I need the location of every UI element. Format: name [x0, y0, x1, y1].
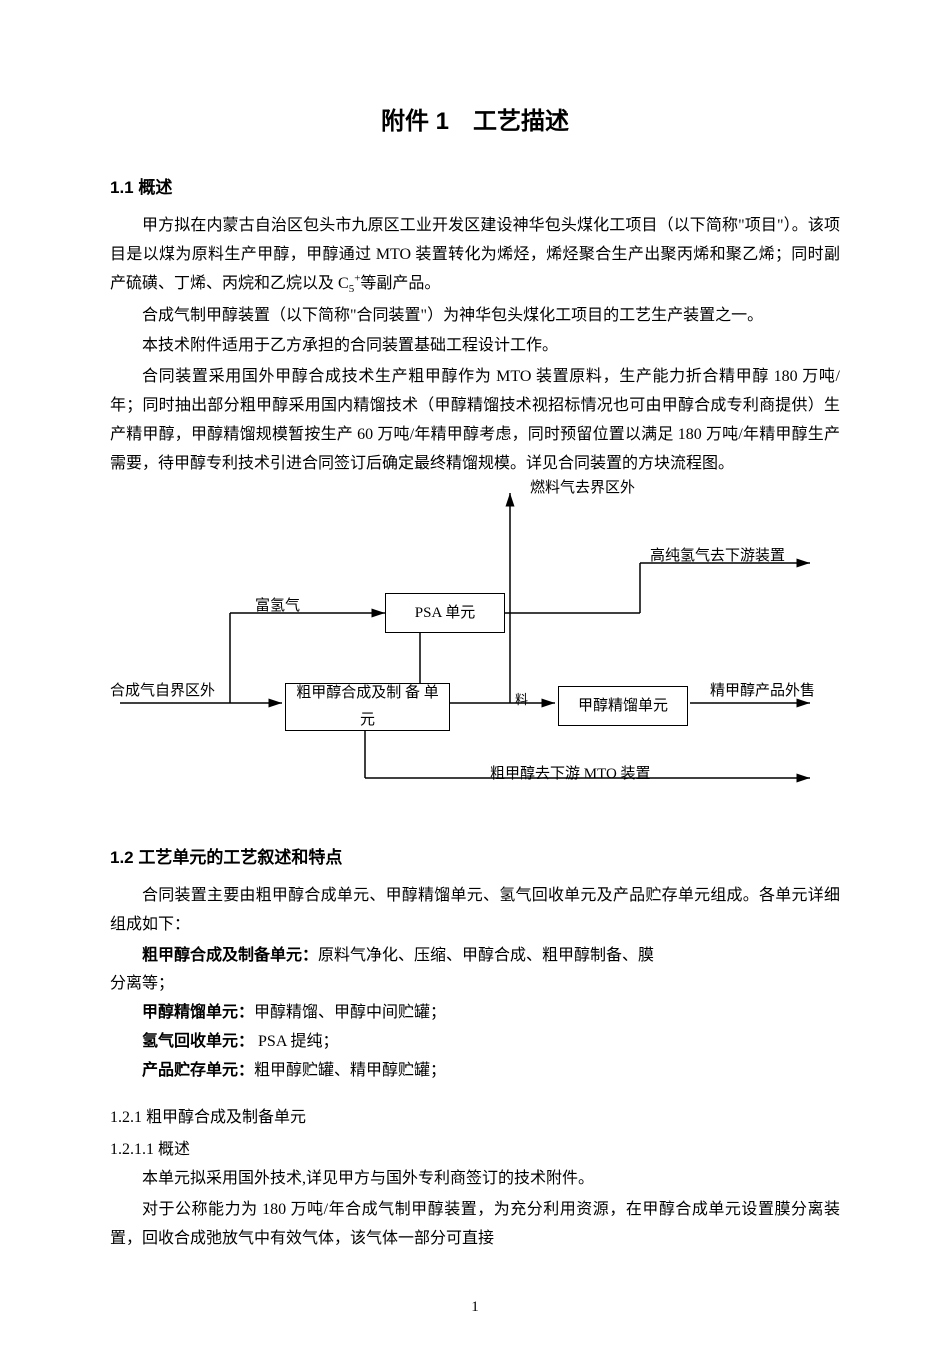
label-syngas-in: 合成气自界区外: [110, 678, 215, 705]
unit-item-2-bold: 甲醇精馏单元：: [142, 1004, 254, 1021]
unit-item-2: 甲醇精馏单元：甲醇精馏、甲醇中间贮罐；: [110, 999, 840, 1028]
label-fuel-gas: 燃料气去界区外: [530, 475, 635, 502]
subsection-1-2-1-1: 1.2.1.1 概述: [110, 1136, 840, 1165]
unit-item-4-text: 粗甲醇贮罐、精甲醇贮罐；: [254, 1062, 446, 1079]
box-psa-unit: PSA 单元: [385, 593, 505, 633]
unit-item-3-bold: 氢气回收单元：: [142, 1033, 254, 1050]
unit-item-1-bold: 粗甲醇合成及制备单元：: [142, 947, 318, 964]
unit-item-4: 产品贮存单元：粗甲醇贮罐、精甲醇贮罐；: [110, 1057, 840, 1086]
section-1-1-para-1: 甲方拟在内蒙古自治区包头市九原区工业开发区建设神华包头煤化工项目（以下简称"项目…: [110, 212, 840, 300]
page-number: 1: [110, 1294, 840, 1321]
unit-item-4-bold: 产品贮存单元：: [142, 1062, 254, 1079]
section-1-2-para-1: 合同装置主要由粗甲醇合成单元、甲醇精馏单元、氢气回收单元及产品贮存单元组成。各单…: [110, 882, 840, 940]
unit-item-1-cont: 分离等；: [110, 970, 840, 999]
section-1-1-heading: 1.1 概述: [110, 173, 840, 204]
section-1-1-para-2: 合成气制甲醇装置（以下简称"合同装置"）为神华包头煤化工项目的工艺生产装置之一。: [110, 302, 840, 331]
label-arrow-material: 料: [515, 688, 528, 711]
section-1-1-para-3: 本技术附件适用于乙方承担的合同装置基础工程设计工作。: [110, 332, 840, 361]
label-crude-to-mto: 粗甲醇去下游 MTO 装置: [490, 761, 651, 788]
label-rich-h2: 富氢气: [255, 593, 300, 620]
unit-item-3-text: PSA 提纯；: [254, 1033, 338, 1050]
unit-item-2-text: 甲醇精馏、甲醇中间贮罐；: [254, 1004, 446, 1021]
label-high-purity-h2: 高纯氢气去下游装置: [650, 543, 785, 570]
label-refined-out: 精甲醇产品外售: [710, 678, 815, 705]
box-distillation-unit: 甲醇精馏单元: [558, 686, 688, 726]
unit-item-3: 氢气回收单元： PSA 提纯；: [110, 1028, 840, 1057]
section-1-1-para-4: 合同装置采用国外甲醇合成技术生产粗甲醇作为 MTO 装置原料，生产能力折合精甲醇…: [110, 363, 840, 478]
section-1-2-para-3: 对于公称能力为 180 万吨/年合成气制甲醇装置，为充分利用资源，在甲醇合成单元…: [110, 1196, 840, 1254]
unit-item-1-text: 原料气净化、压缩、甲醇合成、粗甲醇制备、膜: [318, 947, 654, 964]
para-text: 甲方拟在内蒙古自治区包头市九原区工业开发区建设神华包头煤化工项目（以下简称"项目…: [110, 217, 840, 292]
section-1-2-heading: 1.2 工艺单元的工艺叙述和特点: [110, 843, 840, 874]
box-crude-synthesis-unit: 粗甲醇合成及制 备 单 元: [285, 683, 450, 731]
unit-item-1: 粗甲醇合成及制备单元：原料气净化、压缩、甲醇合成、粗甲醇制备、膜: [110, 942, 840, 971]
section-1-2-para-2: 本单元拟采用国外技术,详见甲方与国外专利商签订的技术附件。: [110, 1165, 840, 1194]
document-title: 附件 1 工艺描述: [110, 100, 840, 143]
process-flow-diagram: 燃料气去界区外 高纯氢气去下游装置 富氢气 合成气自界区外 精甲醇产品外售 粗甲…: [110, 493, 840, 833]
subsection-1-2-1: 1.2.1 粗甲醇合成及制备单元: [110, 1104, 840, 1133]
